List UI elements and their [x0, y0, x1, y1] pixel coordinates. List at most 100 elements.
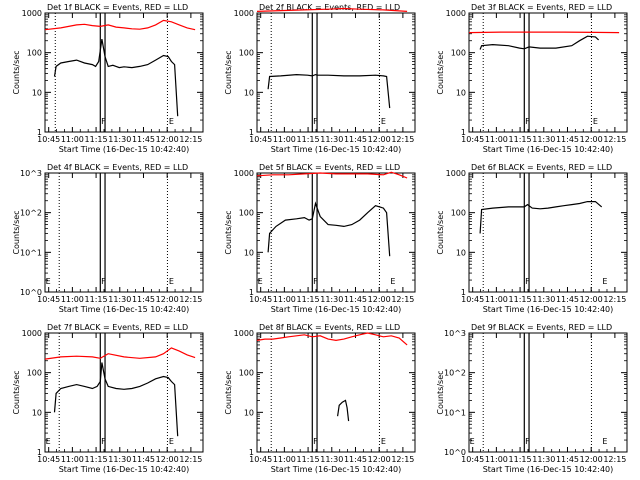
x-axis-label: Start Time (16-Dec-15 10:42:40) [59, 465, 190, 474]
y-tick-label: 10 [32, 88, 42, 97]
x-tick-label: 11:30 [532, 295, 555, 304]
x-axis-label: Start Time (16-Dec-15 10:42:40) [271, 465, 402, 474]
panel-1: Det 1f BLACK = Events, RED = LLD 1 10 100 10… [12, 3, 204, 154]
panel-title: Det 6f BLACK = Events, RED = LLD [471, 163, 612, 172]
panel-6: Det 6f BLACK = Events, RED = LLD 1 10 100 10… [436, 163, 628, 314]
x-tick-label: 11:30 [320, 455, 343, 464]
x-tick-label: 12:15 [391, 455, 414, 464]
y-tick-label: 10 [244, 408, 254, 417]
x-tick-label: 10:45 [461, 295, 484, 304]
y-tick-label: 10^2 [444, 369, 466, 378]
y-axis-label: Counts/sec [436, 50, 445, 94]
x-tick-label: 12:00 [368, 295, 391, 304]
x-tick-label: 12:00 [368, 455, 391, 464]
marker-label: E [470, 437, 475, 446]
marker-label: E [593, 117, 598, 126]
series-line-events [267, 201, 391, 257]
x-tick-label: 11:45 [132, 135, 155, 144]
x-tick-label: 11:45 [344, 135, 367, 144]
x-tick-label: 11:00 [273, 455, 296, 464]
x-tick-label: 12:00 [580, 455, 603, 464]
y-tick-label: 10 [456, 88, 466, 97]
y-tick-label: 1000 [234, 9, 254, 18]
x-tick-label: 10:45 [249, 135, 272, 144]
x-tick-label: 11:30 [532, 455, 555, 464]
marker-label: E [169, 117, 174, 126]
y-tick-label: 1000 [446, 169, 466, 178]
y-tick-label: 10^2 [20, 209, 42, 218]
x-tick-label: 11:15 [297, 455, 320, 464]
x-tick-label: 10:45 [37, 135, 60, 144]
x-tick-label: 11:30 [108, 295, 131, 304]
x-tick-label: 11:30 [320, 135, 343, 144]
x-tick-label: 11:45 [344, 455, 367, 464]
x-tick-label: 12:15 [391, 135, 414, 144]
y-tick-label: 10^0 [20, 288, 42, 297]
x-tick-label: 10:45 [37, 295, 60, 304]
series-line-lld [468, 31, 620, 34]
x-tick-label: 12:00 [368, 135, 391, 144]
axes-frame [468, 12, 628, 133]
x-tick-label: 11:30 [532, 135, 555, 144]
axes-frame [44, 172, 204, 293]
marker-label: E [258, 277, 263, 286]
marker-label: E [169, 277, 174, 286]
y-tick-label: 1000 [234, 329, 254, 338]
x-tick-label: 11:45 [556, 295, 579, 304]
x-tick-label: 12:15 [603, 135, 626, 144]
panel-title: Det 4f BLACK = Events, RED = LLD [47, 163, 188, 172]
marker-label: F [525, 277, 530, 286]
x-axis-label: Start Time (16-Dec-15 10:42:40) [59, 145, 190, 154]
y-tick-label: 1 [461, 128, 466, 137]
series-line-lld [44, 347, 196, 360]
panel-7: Det 7f BLACK = Events, RED = LLD 1 10 100 10… [12, 323, 204, 474]
x-tick-label: 11:15 [509, 295, 532, 304]
y-tick-label: 100 [451, 49, 466, 58]
marker-label: F [101, 277, 106, 286]
y-tick-label: 1 [37, 448, 42, 457]
x-tick-label: 12:15 [179, 135, 202, 144]
series-line-events [53, 362, 179, 437]
y-tick-label: 100 [239, 369, 254, 378]
series-line-lld [256, 332, 408, 346]
panel-title: Det 9f BLACK = Events, RED = LLD [471, 323, 612, 332]
marker-label: E [46, 437, 51, 446]
x-tick-label: 11:00 [61, 295, 84, 304]
x-tick-label: 12:15 [603, 295, 626, 304]
x-tick-label: 12:00 [580, 135, 603, 144]
y-axis-label: Counts/sec [12, 370, 21, 414]
x-tick-label: 11:00 [61, 135, 84, 144]
marker-label: E [390, 277, 395, 286]
x-tick-label: 10:45 [249, 295, 272, 304]
series-line-events [337, 399, 350, 422]
y-tick-label: 10 [244, 248, 254, 257]
x-tick-label: 11:15 [297, 135, 320, 144]
y-axis-label: Counts/sec [12, 50, 21, 94]
y-tick-label: 100 [239, 49, 254, 58]
panel-title: Det 2f BLACK = Events, RED = LLD [259, 3, 400, 12]
x-tick-label: 11:00 [485, 295, 508, 304]
y-axis-label: Counts/sec [224, 210, 233, 254]
panel-8: Det 8f BLACK = Events, RED = LLD 1 10 100 10… [224, 323, 416, 474]
marker-label: F [313, 117, 318, 126]
series-line-events [267, 73, 391, 109]
x-tick-label: 11:45 [132, 455, 155, 464]
x-tick-label: 11:45 [556, 455, 579, 464]
x-tick-label: 12:00 [156, 455, 179, 464]
y-tick-label: 10 [244, 88, 254, 97]
y-tick-label: 10^3 [20, 169, 42, 178]
x-tick-label: 12:00 [156, 295, 179, 304]
x-tick-label: 10:45 [461, 135, 484, 144]
x-tick-label: 12:15 [179, 455, 202, 464]
axes-frame [44, 332, 204, 453]
x-tick-label: 11:15 [85, 455, 108, 464]
axes-frame [256, 332, 416, 453]
panel-4: Det 4f BLACK = Events, RED = LLD 10^0 10^1… [12, 163, 204, 314]
x-tick-label: 12:15 [603, 455, 626, 464]
x-tick-label: 11:00 [485, 135, 508, 144]
axes-frame [256, 172, 416, 293]
marker-label: F [101, 117, 106, 126]
y-tick-label: 1 [37, 128, 42, 137]
marker-label: E [602, 437, 607, 446]
panel-5: Det 5f BLACK = Events, RED = LLD 1 10 100 10… [224, 163, 416, 314]
